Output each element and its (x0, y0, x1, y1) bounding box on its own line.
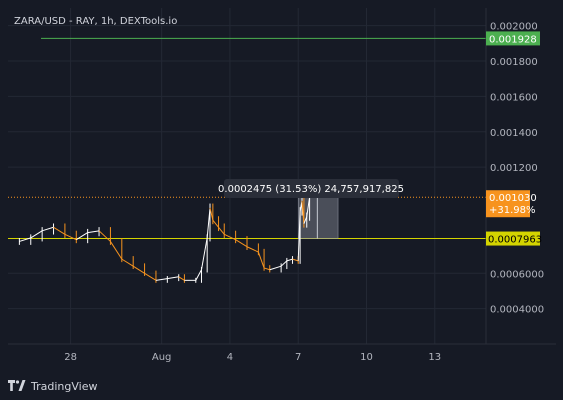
time-tick-label: 10 (360, 352, 373, 363)
price-segment (235, 239, 248, 248)
price-tick-label: 0.001400 (490, 128, 538, 139)
price-segment (87, 230, 100, 234)
price-tick-label: 0.0006000 (490, 269, 544, 280)
price-segment (306, 197, 311, 217)
time-tick-label: 13 (428, 352, 441, 363)
price-segment (64, 233, 77, 241)
price-segment (218, 226, 225, 235)
measure-tooltip-text: 0.0002475 (31.53%) 24,757,917,825 (218, 184, 404, 195)
price-segment (280, 260, 288, 267)
price-tick-label: 0.002000 (490, 22, 538, 33)
price-segment (286, 258, 293, 262)
target-price-tag (486, 31, 540, 46)
grid (8, 8, 486, 344)
price-segment (212, 219, 219, 228)
price-segment (132, 265, 145, 274)
tradingview-brand[interactable]: TradingView (8, 377, 97, 395)
support-price-tag (486, 231, 540, 246)
price-tick-label: 0.001200 (490, 163, 538, 174)
price-segment (144, 272, 157, 281)
price-segment (98, 230, 111, 242)
measure-box (297, 196, 339, 239)
price-tick-label: 0.001800 (490, 57, 538, 68)
price-tick-label: 0.001600 (490, 92, 538, 103)
price-segment (110, 241, 123, 260)
current-price-change: +31.98% (489, 205, 536, 216)
time-tick-label: Aug (152, 352, 172, 363)
measure-tooltip: 0.0002475 (31.53%) 24,757,917,825 (218, 179, 404, 198)
price-segment (269, 265, 282, 271)
time-tick-label: 4 (227, 352, 233, 363)
tradingview-brand-text: TradingView (31, 379, 98, 393)
current-price-label: 0.001030 (489, 193, 537, 204)
price-segment (178, 276, 185, 281)
price-segment (195, 269, 202, 281)
price-segment (41, 226, 54, 232)
support-price-label: 0.0007963 (488, 235, 542, 246)
price-series-layer (18, 192, 311, 283)
price-segment (209, 207, 214, 221)
price-labels: 0.001928 0.0007963 0.001030+31.98% (486, 31, 542, 246)
tradingview-logo-icon (8, 380, 26, 391)
price-segment (167, 276, 179, 280)
measure-box-layer (297, 196, 339, 239)
price-segment (200, 237, 208, 270)
price-segment (224, 233, 236, 241)
price-segment (19, 237, 31, 242)
price-segment (121, 258, 134, 267)
price-segment (76, 232, 88, 241)
price-segment (53, 226, 66, 235)
current-price-tag (486, 190, 530, 218)
price-segment (257, 251, 265, 269)
chart-title: ZARA/USD - RAY, 1h, DEXTools.io (14, 16, 177, 27)
target-price-label: 0.001928 (489, 34, 537, 45)
price-segment (263, 267, 270, 271)
time-axis[interactable]: 28 Aug 4 7 10 13 (64, 352, 441, 363)
price-segment (301, 200, 305, 224)
price-segment (246, 246, 259, 253)
price-segment (155, 278, 168, 281)
price-segment (303, 216, 308, 224)
price-segment (206, 207, 211, 238)
price-segment (30, 230, 43, 239)
price-axis[interactable]: 0.002000 0.001800 0.001600 0.001400 0.001200… (490, 22, 544, 316)
time-tick-label: 7 (295, 352, 301, 363)
price-segment (292, 258, 299, 262)
price-segment (297, 211, 301, 261)
price-tick-label: 0.0004000 (490, 305, 544, 316)
time-tick-label: 28 (64, 352, 77, 363)
